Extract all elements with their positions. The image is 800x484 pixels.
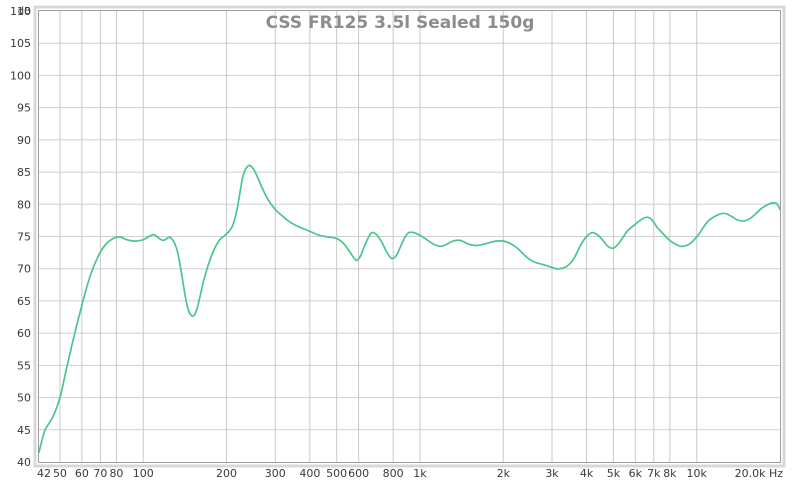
y-tick-label: 55 (17, 359, 31, 372)
y-tick-label: 70 (17, 263, 31, 276)
x-tick-label: 10k (687, 467, 708, 480)
x-tick-label: 300 (265, 467, 286, 480)
y-tick-label: 85 (17, 166, 31, 179)
y-tick-label: 50 (17, 392, 31, 405)
x-tick-label: 100 (133, 467, 154, 480)
y-tick-label: 45 (17, 424, 31, 437)
x-tick-label: 2k (497, 467, 511, 480)
y-tick-label: 40 (17, 456, 31, 469)
x-tick-label: 80 (109, 467, 123, 480)
plot-frame (33, 5, 786, 468)
y-tick-label: 110 (10, 5, 31, 18)
x-tick-label: 42 (37, 467, 51, 480)
y-tick-label: 60 (17, 327, 31, 340)
x-tick-label: 3k (545, 467, 559, 480)
x-tick-label: 5k (607, 467, 621, 480)
x-tick-label: 70 (93, 467, 107, 480)
y-tick-label: 90 (17, 134, 31, 147)
y-axis-tick-labels: 40 45 50 55 60 65 70 75 80 85 90 95 100 105 110 (10, 5, 31, 469)
y-axis-unit-label: dB (18, 6, 31, 17)
series-curves (38, 164, 781, 454)
x-tick-label: 7k (647, 467, 661, 480)
horizontal-gridlines (39, 42, 780, 431)
x-tick-label: 8k (663, 467, 677, 480)
y-tick-label: 65 (17, 295, 31, 308)
y-tick-label: 100 (10, 69, 31, 82)
x-tick-label: 60 (75, 467, 89, 480)
x-tick-label: 20.0k Hz (735, 467, 784, 480)
x-tick-label: 50 (53, 467, 67, 480)
x-tick-label: 6k (629, 467, 643, 480)
x-tick-label: 800 (383, 467, 404, 480)
y-tick-label: 75 (17, 231, 31, 244)
x-tick-label: 500 (326, 467, 347, 480)
x-tick-label: 4k (580, 467, 594, 480)
x-tick-label: 200 (216, 467, 237, 480)
chart-title: CSS FR125 3.5l Sealed 150g (266, 13, 535, 33)
x-axis-tick-labels: 42 50 60 70 80 100 200 300 400 500 600 800 1k 2k 3k 4k 5… (37, 467, 783, 480)
y-tick-label: 105 (10, 37, 31, 50)
series-line-0 (38, 164, 781, 454)
x-tick-label: 400 (299, 467, 320, 480)
x-tick-label: 600 (348, 467, 369, 480)
y-tick-label: 95 (17, 102, 31, 115)
x-tick-label: 1k (413, 467, 427, 480)
y-tick-label: 80 (17, 198, 31, 211)
